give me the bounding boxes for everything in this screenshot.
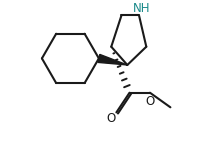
Text: NH: NH <box>132 2 150 15</box>
Text: O: O <box>146 95 155 108</box>
Text: O: O <box>106 112 115 126</box>
Polygon shape <box>98 54 127 65</box>
